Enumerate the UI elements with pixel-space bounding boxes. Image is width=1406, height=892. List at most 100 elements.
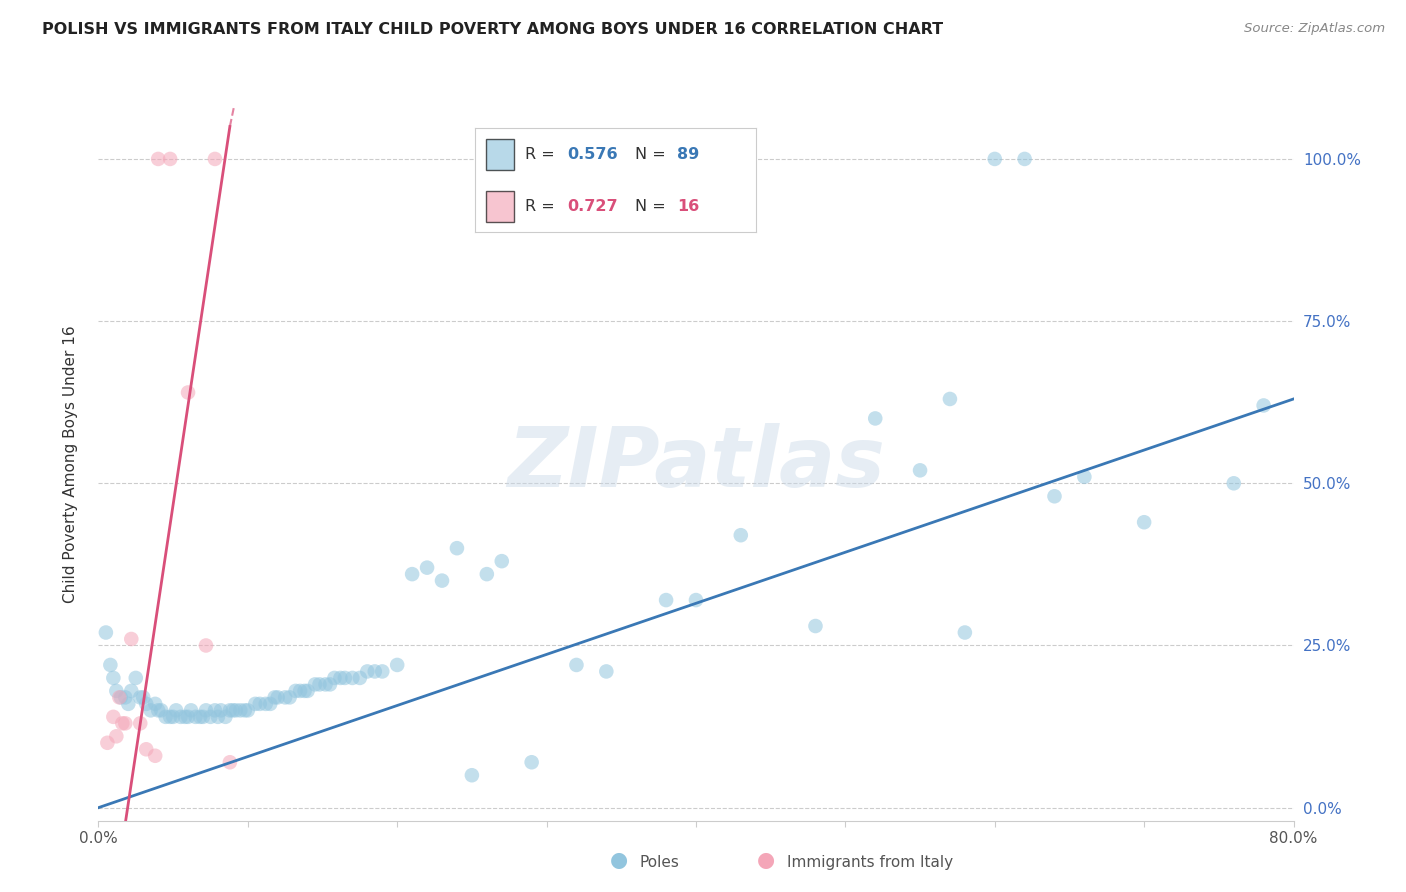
Point: [120, 632, 142, 646]
Point: [349, 671, 371, 685]
Point: [984, 152, 1007, 166]
Point: [233, 703, 256, 717]
Point: [159, 152, 181, 166]
Point: [103, 671, 125, 685]
Point: [135, 742, 157, 756]
Y-axis label: Child Poverty Among Boys Under 16: Child Poverty Among Boys Under 16: [63, 325, 77, 603]
Point: [195, 639, 218, 653]
Point: [105, 684, 128, 698]
Point: [129, 716, 152, 731]
Point: [135, 697, 157, 711]
Text: Immigrants from Italy: Immigrants from Italy: [787, 855, 953, 870]
Point: [284, 684, 307, 698]
Point: [953, 625, 976, 640]
Point: [96, 736, 118, 750]
Point: [315, 677, 337, 691]
Point: [129, 690, 152, 705]
Point: [225, 703, 247, 717]
Point: [143, 697, 166, 711]
Point: [1043, 489, 1066, 503]
Point: [236, 703, 259, 717]
Point: [475, 567, 498, 582]
Point: [103, 710, 125, 724]
Point: [100, 657, 122, 672]
Point: [565, 657, 588, 672]
Point: [520, 756, 543, 770]
Point: [200, 710, 222, 724]
Point: [401, 567, 423, 582]
Point: [371, 665, 394, 679]
Point: [278, 690, 301, 705]
Point: [416, 560, 439, 574]
Point: [207, 710, 229, 724]
Point: [1253, 399, 1275, 413]
Point: [655, 593, 678, 607]
Point: [204, 152, 226, 166]
Point: [105, 729, 128, 743]
Point: [288, 684, 311, 698]
Text: Poles: Poles: [640, 855, 679, 870]
Point: [222, 703, 245, 717]
Point: [319, 677, 342, 691]
Point: [685, 593, 707, 607]
Point: [139, 703, 162, 717]
Point: [249, 697, 271, 711]
Point: [191, 710, 214, 724]
Point: [430, 574, 453, 588]
Point: [180, 703, 202, 717]
Point: [174, 710, 197, 724]
Point: [294, 684, 316, 698]
Point: [108, 690, 131, 705]
Point: [204, 703, 226, 717]
Point: [323, 671, 346, 685]
Point: [364, 665, 387, 679]
Point: [184, 710, 207, 724]
Point: [148, 703, 170, 717]
Point: [308, 677, 330, 691]
Point: [461, 768, 484, 782]
Point: [177, 710, 200, 724]
Point: [385, 657, 409, 672]
Point: [939, 392, 962, 406]
Point: [165, 703, 187, 717]
Point: [1133, 515, 1156, 529]
Text: ●: ●: [758, 850, 775, 870]
Point: [259, 697, 281, 711]
Point: [304, 677, 326, 691]
Point: [245, 697, 267, 711]
Point: [491, 554, 513, 568]
Point: [229, 703, 252, 717]
Point: [329, 671, 352, 685]
Point: [125, 671, 148, 685]
Point: [219, 756, 242, 770]
Point: [94, 625, 117, 640]
Point: [1073, 470, 1095, 484]
Point: [195, 703, 218, 717]
Point: [209, 703, 232, 717]
Text: ZIPatlas: ZIPatlas: [508, 424, 884, 504]
Point: [297, 684, 319, 698]
Point: [342, 671, 364, 685]
Point: [143, 748, 166, 763]
Point: [356, 665, 378, 679]
Point: [150, 703, 173, 717]
Point: [263, 690, 285, 705]
Point: [159, 710, 181, 724]
Point: [155, 710, 177, 724]
Text: Source: ZipAtlas.com: Source: ZipAtlas.com: [1244, 22, 1385, 36]
Point: [214, 710, 236, 724]
Text: POLISH VS IMMIGRANTS FROM ITALY CHILD POVERTY AMONG BOYS UNDER 16 CORRELATION CH: POLISH VS IMMIGRANTS FROM ITALY CHILD PO…: [42, 22, 943, 37]
Point: [177, 385, 200, 400]
Point: [254, 697, 277, 711]
Point: [219, 703, 242, 717]
Point: [267, 690, 290, 705]
Point: [446, 541, 468, 556]
Point: [865, 411, 887, 425]
Point: [148, 152, 170, 166]
Point: [169, 710, 191, 724]
Point: [111, 716, 134, 731]
Point: [1223, 476, 1246, 491]
Point: [120, 684, 142, 698]
Point: [188, 710, 211, 724]
Point: [730, 528, 752, 542]
